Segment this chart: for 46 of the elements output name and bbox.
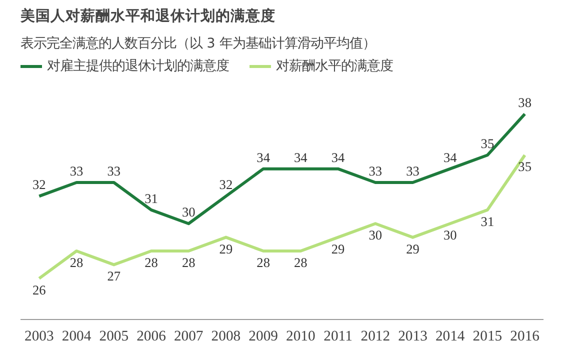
legend-label: 对雇主提供的退休计划的满意度 (47, 58, 229, 75)
data-label: 28 (182, 255, 196, 270)
data-label: 31 (480, 214, 494, 229)
x-tick-label: 2007 (174, 328, 204, 344)
data-label: 35 (480, 136, 494, 152)
data-label: 34 (294, 150, 308, 165)
data-label: 28 (294, 255, 308, 270)
data-label: 28 (256, 255, 270, 270)
data-label: 34 (443, 150, 458, 165)
data-label: 32 (219, 177, 233, 192)
data-label: 31 (144, 190, 158, 206)
data-label: 33 (406, 164, 420, 179)
data-label: 34 (331, 150, 346, 165)
x-tick-label: 2006 (136, 328, 166, 344)
data-label: 27 (107, 268, 121, 284)
data-label: 33 (70, 164, 84, 179)
data-label: 32 (32, 177, 46, 192)
x-tick-label: 2009 (248, 328, 278, 344)
data-label: 26 (32, 282, 46, 298)
x-tick-label: 2010 (286, 328, 316, 344)
x-tick-label: 2008 (211, 328, 241, 344)
x-tick-label: 2011 (324, 328, 352, 344)
data-label: 30 (182, 204, 196, 220)
data-label: 28 (70, 255, 84, 270)
data-label: 29 (406, 241, 420, 256)
data-label: 33 (107, 164, 121, 179)
chart-title: 美国人对薪酬水平和退休计划的满意度 (20, 6, 276, 24)
x-tick-label: 2004 (62, 328, 92, 344)
data-label: 35 (518, 159, 532, 174)
data-label: 33 (368, 164, 382, 179)
x-tick-label: 2013 (398, 328, 428, 344)
data-label: 28 (144, 255, 158, 270)
data-label: 30 (443, 228, 458, 243)
legend-label: 对薪酬水平的满意度 (276, 58, 393, 75)
data-label: 29 (219, 241, 233, 256)
x-tick-label: 2016 (510, 328, 540, 344)
data-label: 30 (368, 228, 382, 243)
x-tick-label: 2015 (472, 328, 502, 344)
x-tick-label: 2014 (435, 328, 466, 344)
x-tick-label: 2012 (360, 328, 390, 344)
x-tick-label: 2003 (24, 328, 54, 344)
data-label: 34 (256, 150, 270, 165)
chart-subtitle: 表示完全满意的人数百分比（以 3 年为基础计算滑动平均值） (20, 36, 376, 52)
data-label: 29 (331, 241, 346, 256)
x-tick-label: 2005 (99, 328, 129, 344)
data-label: 38 (518, 95, 532, 110)
